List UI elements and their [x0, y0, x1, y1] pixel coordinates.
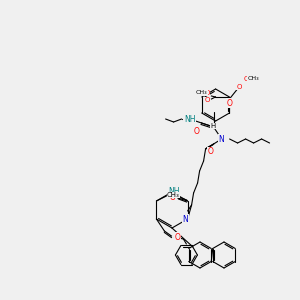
Text: O: O	[208, 148, 214, 157]
Text: O: O	[205, 97, 210, 103]
Text: O: O	[205, 90, 210, 96]
Text: NH: NH	[168, 188, 180, 196]
Text: CH₃: CH₃	[167, 192, 180, 198]
Text: O: O	[194, 127, 200, 136]
Text: NH: NH	[184, 115, 195, 124]
Text: O: O	[170, 193, 176, 202]
Text: O: O	[175, 232, 180, 242]
Text: N: N	[183, 214, 188, 224]
Text: CH₃: CH₃	[196, 91, 207, 95]
Text: O: O	[244, 76, 249, 82]
Text: O: O	[237, 84, 242, 90]
Text: CH₃: CH₃	[248, 76, 259, 82]
Text: O: O	[226, 98, 232, 107]
Text: H: H	[210, 123, 215, 129]
Text: N: N	[219, 134, 224, 143]
